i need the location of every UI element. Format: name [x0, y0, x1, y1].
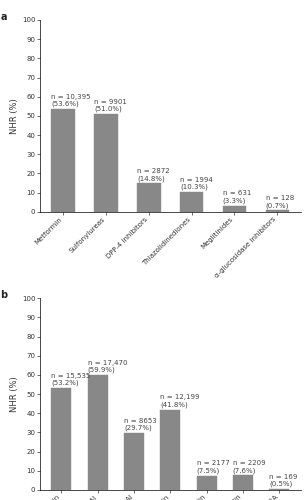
Text: n = 169
(0.5%): n = 169 (0.5%): [269, 474, 298, 487]
Text: n = 9901
(51.0%): n = 9901 (51.0%): [94, 98, 127, 112]
Text: n = 1994
(10.3%): n = 1994 (10.3%): [180, 176, 212, 190]
Text: n = 631
(3.3%): n = 631 (3.3%): [223, 190, 251, 203]
Text: n = 10,395
(53.6%): n = 10,395 (53.6%): [51, 94, 91, 107]
Bar: [265, 210, 289, 212]
Text: n = 17,470
(59.9%): n = 17,470 (59.9%): [88, 360, 127, 373]
Bar: [233, 476, 253, 490]
Bar: [223, 206, 246, 212]
Bar: [180, 192, 203, 212]
Bar: [88, 375, 108, 490]
Y-axis label: NHR (%): NHR (%): [10, 376, 19, 412]
Bar: [160, 410, 180, 490]
Text: n = 128
(0.7%): n = 128 (0.7%): [265, 195, 294, 208]
Bar: [94, 114, 118, 212]
Y-axis label: NHR (%): NHR (%): [10, 98, 19, 134]
Bar: [124, 433, 144, 490]
Text: b: b: [0, 290, 7, 300]
Text: n = 8653
(29.7%): n = 8653 (29.7%): [124, 418, 157, 431]
Text: n = 2872
(14.8%): n = 2872 (14.8%): [137, 168, 170, 181]
Bar: [269, 489, 289, 490]
Text: n = 15,535
(53.2%): n = 15,535 (53.2%): [51, 372, 91, 386]
Text: n = 12,199
(41.8%): n = 12,199 (41.8%): [160, 394, 200, 408]
Bar: [51, 109, 75, 212]
Bar: [197, 476, 216, 490]
Text: n = 2209
(7.6%): n = 2209 (7.6%): [233, 460, 265, 473]
Bar: [137, 184, 161, 212]
Text: a: a: [0, 12, 7, 22]
Bar: [51, 388, 71, 490]
Text: n = 2177
(7.5%): n = 2177 (7.5%): [197, 460, 229, 473]
